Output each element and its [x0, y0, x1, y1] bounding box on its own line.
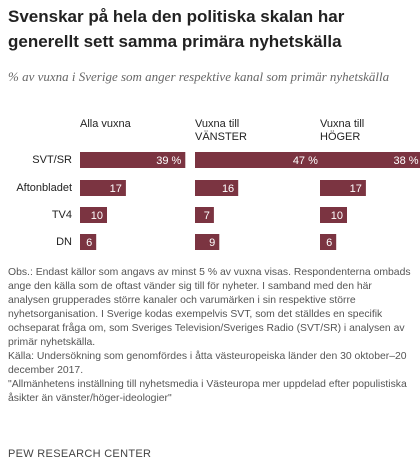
note: Obs.: Endast källor som angavs av minst … [8, 267, 411, 348]
value-label: 17 [350, 183, 362, 195]
value-label: 6 [326, 237, 332, 249]
bar [80, 207, 107, 223]
category-label: DN [56, 236, 72, 248]
bar [320, 152, 420, 168]
value-label: 47 % [293, 155, 318, 167]
value-label: 16 [222, 183, 234, 195]
value-label: 10 [331, 210, 343, 222]
panel-header: Alla vuxna [80, 118, 131, 130]
bar [80, 180, 126, 196]
note: "Allmänhetens inställning till nyhetsmed… [8, 379, 407, 404]
value-label: 17 [110, 183, 122, 195]
value-label: 7 [204, 210, 210, 222]
chart: SVT/SR Aftonbladet TV4 DN 39 % 17 10 6 47 % 16 7 9 3… [16, 152, 420, 250]
category-label: Aftonbladet [16, 182, 72, 194]
panel-header: Vuxna till VÄNSTER [195, 118, 247, 143]
value-label: 9 [209, 237, 215, 249]
bar [195, 207, 214, 223]
bar [195, 234, 220, 250]
value-label: 38 % [394, 155, 419, 167]
bar [195, 152, 322, 168]
source: PEW RESEARCH CENTER [8, 448, 152, 460]
bar [320, 234, 337, 250]
bar [80, 152, 186, 168]
bar [320, 207, 347, 223]
note: Källa: Undersökning som genomfördes i åt… [8, 351, 407, 376]
category-label: SVT/SR [32, 154, 72, 166]
value-label: 6 [86, 237, 92, 249]
bar [80, 234, 97, 250]
value-label: 10 [91, 210, 103, 222]
chart-title: Svenskar på hela den politiska skalan ha… [8, 7, 345, 51]
value-label: 39 % [156, 155, 181, 167]
panel-header: Vuxna till HÖGER [320, 118, 365, 143]
notes: Obs.: Endast källor som angavs av minst … [8, 266, 412, 406]
category-label: TV4 [52, 209, 72, 221]
bar [320, 180, 366, 196]
bar [195, 180, 239, 196]
chart-subtitle: % av vuxna i Sverige som anger respektiv… [8, 69, 390, 84]
